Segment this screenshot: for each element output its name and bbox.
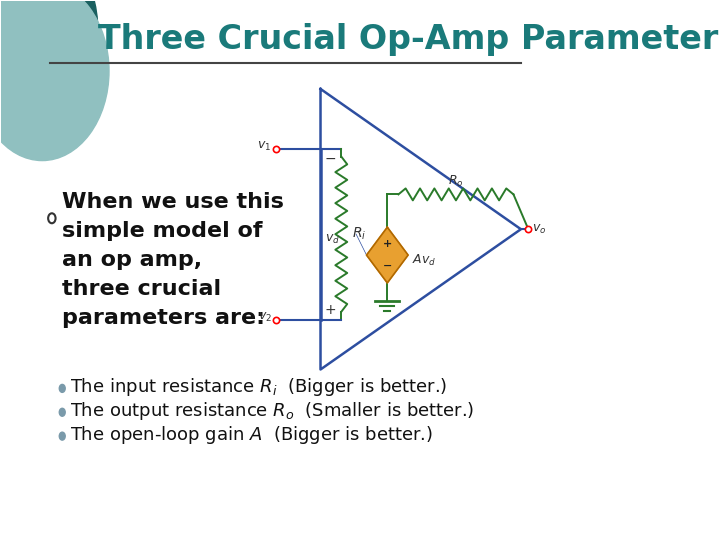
- Text: three crucial: three crucial: [62, 279, 221, 299]
- Text: $R_i$: $R_i$: [351, 226, 366, 242]
- Text: +: +: [325, 303, 336, 317]
- Text: $R_o$: $R_o$: [448, 174, 464, 189]
- Text: −: −: [325, 152, 336, 166]
- Text: parameters are:: parameters are:: [62, 308, 265, 328]
- Text: simple model of: simple model of: [62, 221, 263, 241]
- Text: When we use this: When we use this: [62, 192, 284, 212]
- Circle shape: [59, 432, 66, 440]
- Text: The open-loop gain $A$  (Bigger is better.): The open-loop gain $A$ (Bigger is better…: [70, 424, 433, 446]
- Circle shape: [59, 408, 66, 416]
- Text: $v_d$: $v_d$: [325, 233, 340, 246]
- Text: +: +: [383, 240, 392, 249]
- Text: $Av_d$: $Av_d$: [412, 253, 436, 268]
- Text: an op amp,: an op amp,: [62, 250, 202, 270]
- Text: $v_2$: $v_2$: [258, 311, 271, 325]
- Text: $v_1$: $v_1$: [257, 140, 271, 153]
- Circle shape: [0, 0, 109, 160]
- Text: The input resistance $R_i$  (Bigger is better.): The input resistance $R_i$ (Bigger is be…: [70, 376, 447, 399]
- Text: The output resistance $R_o$  (Smaller is better.): The output resistance $R_o$ (Smaller is …: [70, 400, 474, 422]
- Text: Three Crucial Op-Amp Parameters: Three Crucial Op-Amp Parameters: [98, 23, 720, 56]
- Text: $v_o$: $v_o$: [532, 222, 546, 236]
- Polygon shape: [366, 227, 408, 283]
- Circle shape: [0, 0, 98, 131]
- Circle shape: [59, 384, 66, 393]
- Text: −: −: [382, 261, 392, 271]
